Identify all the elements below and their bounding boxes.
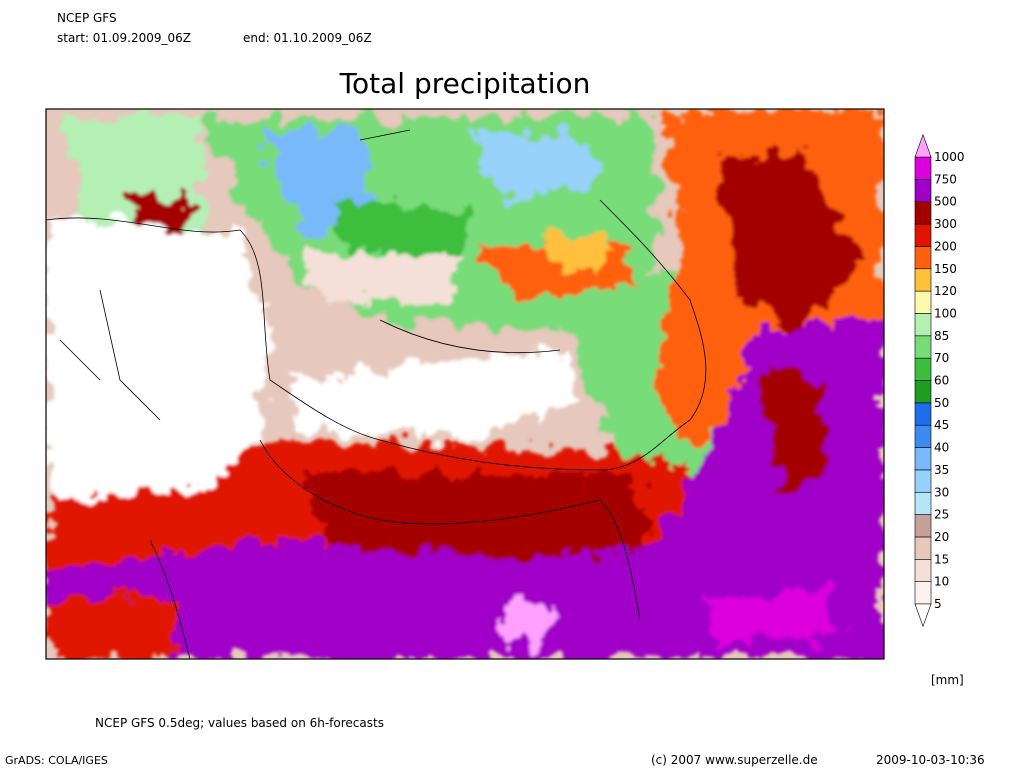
border-line — [259, 439, 641, 621]
colorbar-box — [914, 179, 932, 203]
colorbar-box — [914, 536, 932, 560]
header-start: start: 01.09.2009_06Z — [57, 31, 191, 45]
colorbar-box — [914, 447, 932, 471]
colorbar-label: 60 — [934, 374, 949, 388]
colorbar-box — [914, 424, 932, 448]
colorbar-box — [914, 156, 932, 180]
map-frame — [45, 108, 885, 660]
colorbar-label: 10 — [934, 575, 949, 589]
orange-area — [540, 230, 610, 270]
precipitation-field — [46, 109, 884, 659]
map-title: Total precipitation — [339, 67, 591, 100]
colorbar-label: 5 — [934, 597, 942, 611]
darkred-area — [760, 360, 830, 500]
header-end: end: 01.10.2009_06Z — [243, 31, 372, 45]
unit-label: [mm] — [931, 673, 964, 687]
colorbar-box — [914, 357, 932, 381]
colorbar-box — [914, 380, 932, 404]
footer-note: NCEP GFS 0.5deg; values based on 6h-fore… — [95, 716, 384, 730]
colorbar-box — [914, 290, 932, 314]
colorbar-box — [914, 335, 932, 359]
no-precip-area — [46, 220, 270, 510]
colorbar-label: 50 — [934, 396, 949, 410]
colorbar-box — [914, 581, 932, 605]
colorbar-label: 120 — [934, 284, 957, 298]
colorbar-label: 70 — [934, 351, 949, 365]
red-area — [46, 595, 180, 659]
colorbar-label: 750 — [934, 172, 957, 186]
blue-area — [470, 130, 600, 200]
colorbar-end — [914, 133, 932, 158]
colorbar-box — [914, 313, 932, 337]
colorbar-box — [914, 268, 932, 292]
no-precip-area — [290, 350, 580, 440]
footer-grads: GrADS: COLA/IGES — [5, 754, 108, 767]
green-area — [330, 200, 470, 260]
darkred-area — [720, 150, 860, 330]
light-area — [300, 250, 460, 300]
colorbar-box — [914, 469, 932, 493]
colorbar-label: 150 — [934, 262, 957, 276]
magenta-area — [700, 590, 840, 640]
colorbar-label: 25 — [934, 508, 949, 522]
field-shapes — [46, 110, 884, 659]
pink-area — [500, 600, 560, 650]
colorbar-label: 30 — [934, 485, 949, 499]
border-line — [46, 199, 707, 471]
borders — [46, 129, 707, 659]
colorbar-box — [914, 201, 932, 225]
colorbar-box — [914, 491, 932, 515]
colorbar-box — [914, 246, 932, 270]
colorbar-box — [914, 514, 932, 538]
purple-area — [46, 540, 720, 659]
colorbar-label: 35 — [934, 463, 949, 477]
colorbar-label: 20 — [934, 530, 949, 544]
footer-timestamp: 2009-10-03-10:36 — [876, 753, 985, 767]
header-model: NCEP GFS — [57, 11, 117, 25]
colorbar-end — [914, 603, 932, 628]
colorbar-label: 1000 — [934, 150, 965, 164]
purple-area — [640, 320, 884, 659]
colorbar-label: 40 — [934, 441, 949, 455]
colorbar-box — [914, 223, 932, 247]
colorbar-box — [914, 402, 932, 426]
footer-copyright: (c) 2007 www.superzelle.de — [651, 753, 818, 767]
border-line — [59, 289, 161, 421]
colorbar-label: 45 — [934, 418, 949, 432]
border-line — [379, 319, 561, 353]
colorbar: 5 10 15 20 25 30 35 40 45 50 60 70 85 100 120 150 200 300… — [914, 133, 965, 628]
border-line — [359, 129, 411, 141]
colorbar-label: 300 — [934, 217, 957, 231]
colorbar-label: 15 — [934, 552, 949, 566]
colorbar-label: 500 — [934, 195, 957, 209]
colorbar-box — [914, 558, 932, 582]
border-line — [149, 539, 191, 659]
darkred-area — [300, 470, 650, 560]
colorbar-label: 100 — [934, 306, 957, 320]
colorbar-label: 200 — [934, 239, 957, 253]
colorbar-label: 85 — [934, 329, 949, 343]
